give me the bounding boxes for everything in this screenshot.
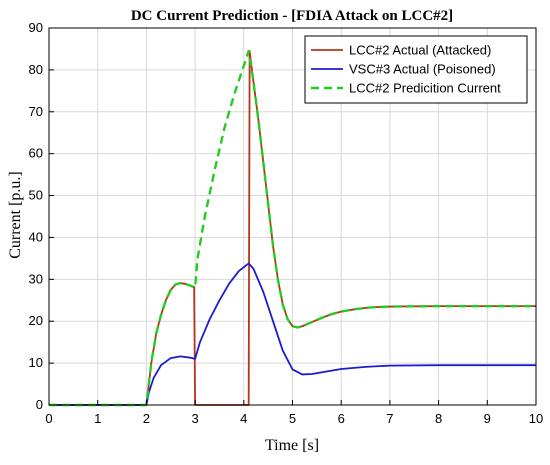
x-tick-label: 10 (529, 411, 543, 426)
y-tick-label: 20 (29, 313, 43, 328)
x-tick-label: 7 (386, 411, 393, 426)
y-tick-label: 0 (36, 397, 43, 412)
x-tick-label: 2 (143, 411, 150, 426)
x-tick-label: 8 (435, 411, 442, 426)
legend-label-1: LCC#2 Actual (Attacked) (349, 43, 491, 58)
y-tick-label: 50 (29, 188, 43, 203)
x-tick-label: 0 (45, 411, 52, 426)
legend-label-2: VSC#3 Actual (Poisoned) (349, 62, 496, 77)
y-tick-label: 10 (29, 355, 43, 370)
series-line-2 (49, 262, 536, 406)
y-tick-label: 40 (29, 229, 43, 244)
legend-label-3: LCC#2 Predicition Current (349, 81, 501, 96)
y-tick-label: 90 (29, 20, 43, 35)
series-layer (49, 49, 536, 407)
y-axis-label: Current [p.u.] (7, 171, 24, 259)
chart-title: DC Current Prediction - [FDIA Attack on … (131, 8, 453, 24)
x-tick-label: 6 (338, 411, 345, 426)
x-tick-label: 3 (191, 411, 198, 426)
y-tick-label: 80 (29, 62, 43, 77)
legend: LCC#2 Actual (Attacked) VSC#3 Actual (Poi… (304, 35, 528, 104)
y-tick-label: 70 (29, 104, 43, 119)
y-tick-label: 30 (29, 271, 43, 286)
x-tick-label: 1 (94, 411, 101, 426)
y-axis-ticks: 0 10 20 30 40 50 60 70 80 90 (29, 20, 54, 412)
x-tick-label: 4 (240, 411, 247, 426)
x-tick-label: 5 (289, 411, 296, 426)
x-axis-ticks: 0 1 2 3 4 5 6 7 8 9 10 (45, 400, 543, 426)
y-tick-label: 60 (29, 146, 43, 161)
x-tick-label: 9 (484, 411, 491, 426)
series-line-3 (49, 49, 536, 407)
x-axis-label: Time [s] (265, 437, 319, 454)
